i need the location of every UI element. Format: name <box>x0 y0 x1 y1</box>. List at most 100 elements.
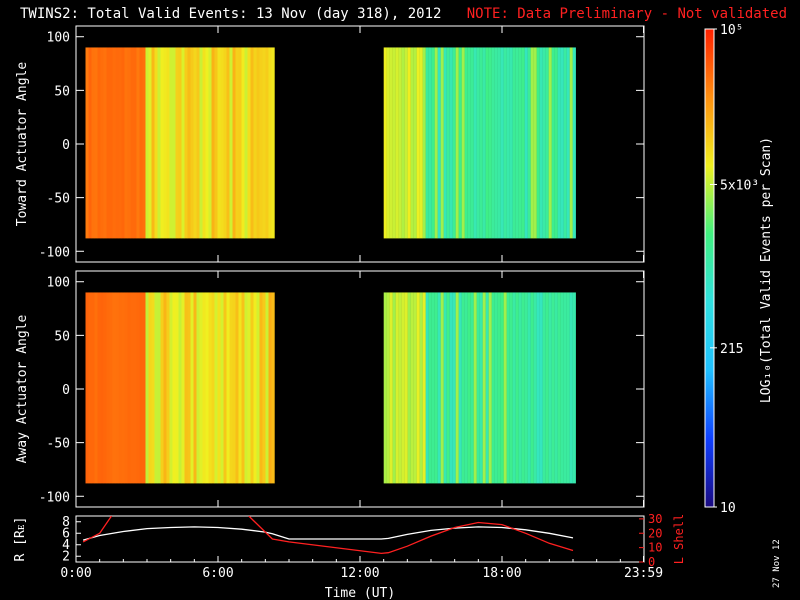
toward-strip <box>139 47 143 239</box>
away-strip <box>196 292 200 484</box>
toward-ytick-label: 0 <box>62 138 70 153</box>
r-ytick-label: 2 <box>62 549 70 564</box>
toward-strip <box>127 47 131 239</box>
away-strip <box>434 292 438 484</box>
away-strip <box>88 292 92 484</box>
toward-strip <box>524 47 528 239</box>
lshell-ytick-label: 0 <box>648 555 655 569</box>
away-strip <box>515 292 519 484</box>
away-strip <box>112 292 116 484</box>
away-strip <box>124 292 128 484</box>
toward-strip <box>130 47 134 239</box>
away-strip <box>425 292 429 484</box>
toward-strip <box>395 47 399 239</box>
toward-strip <box>455 47 459 239</box>
away-strip <box>271 292 275 484</box>
away-strip <box>97 292 101 484</box>
away-strip <box>428 292 432 484</box>
away-strip <box>202 292 206 484</box>
toward-strip <box>265 47 269 239</box>
away-strip <box>145 292 149 484</box>
away-strip <box>389 292 393 484</box>
r-ytick-label: 4 <box>62 538 70 553</box>
away-strip <box>94 292 98 484</box>
toward-strip <box>560 47 564 239</box>
away-strip <box>473 292 477 484</box>
away-strip <box>563 292 567 484</box>
away-strip <box>187 292 191 484</box>
toward-strip <box>482 47 486 239</box>
away-strip <box>536 292 540 484</box>
toward-strip <box>473 47 477 239</box>
away-strip <box>392 292 396 484</box>
away-strip <box>226 292 230 484</box>
toward-strip <box>169 47 173 239</box>
toward-strip <box>572 47 576 239</box>
away-strip <box>256 292 260 484</box>
away-strip <box>527 292 531 484</box>
toward-strip <box>431 47 435 239</box>
away-strip <box>461 292 465 484</box>
toward-strip <box>386 47 390 239</box>
toward-strip <box>509 47 513 239</box>
toward-strip <box>154 47 158 239</box>
away-strip <box>554 292 558 484</box>
toward-strip <box>434 47 438 239</box>
toward-strip <box>172 47 176 239</box>
toward-strip <box>383 47 387 239</box>
toward-strip <box>533 47 537 239</box>
away-strip <box>398 292 402 484</box>
toward-strip <box>226 47 230 239</box>
toward-strip <box>476 47 480 239</box>
toward-strip <box>109 47 113 239</box>
toward-strip <box>518 47 522 239</box>
away-panel <box>75 270 645 508</box>
away-strip <box>199 292 203 484</box>
ephemeris-panel <box>75 515 645 563</box>
toward-strip <box>91 47 95 239</box>
colorbar-tick-label: 10⁵ <box>720 23 743 38</box>
away-strip <box>476 292 480 484</box>
away-ytick-label: -100 <box>39 490 70 505</box>
toward-strip <box>488 47 492 239</box>
away-strip <box>232 292 236 484</box>
away-strip <box>115 292 119 484</box>
xtick-label: 0:00 <box>60 566 91 581</box>
away-strip <box>205 292 209 484</box>
toward-strip <box>196 47 200 239</box>
away-strip <box>166 292 170 484</box>
toward-strip <box>503 47 507 239</box>
away-strip <box>106 292 110 484</box>
toward-strip <box>563 47 567 239</box>
figure-title: TWINS2: Total Valid Events: 13 Nov (day … <box>20 6 787 22</box>
away-strip <box>217 292 221 484</box>
toward-strip <box>464 47 468 239</box>
toward-ytick-label: -100 <box>39 245 70 260</box>
toward-strip <box>452 47 456 239</box>
toward-strip <box>410 47 414 239</box>
away-ytick-label: 50 <box>54 329 70 344</box>
toward-ylabel: Toward Actuator Angle <box>15 62 30 227</box>
toward-strip <box>253 47 257 239</box>
away-strip <box>551 292 555 484</box>
toward-strip <box>416 47 420 239</box>
away-strip <box>452 292 456 484</box>
away-strip <box>443 292 447 484</box>
away-strip <box>566 292 570 484</box>
away-strip <box>190 292 194 484</box>
away-strip <box>407 292 411 484</box>
away-strip <box>446 292 450 484</box>
away-strip <box>455 292 459 484</box>
away-strip <box>410 292 414 484</box>
away-strip <box>569 292 573 484</box>
away-strip <box>262 292 266 484</box>
toward-strip <box>175 47 179 239</box>
x-axis-label: Time (UT) <box>325 586 395 600</box>
toward-strip <box>392 47 396 239</box>
toward-strip <box>262 47 266 239</box>
toward-strip <box>413 47 417 239</box>
away-strip <box>479 292 483 484</box>
r-ytick-label: 6 <box>62 526 70 541</box>
colorbar-gradient <box>704 28 715 508</box>
away-ytick-label: -50 <box>47 437 70 452</box>
